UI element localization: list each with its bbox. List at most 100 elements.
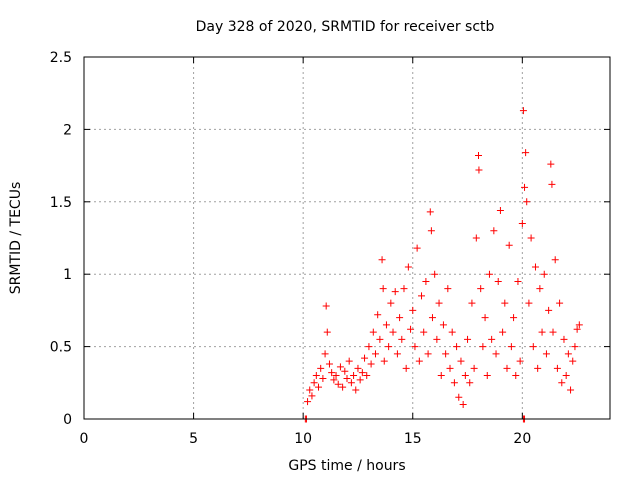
data-point — [525, 299, 533, 307]
data-point — [446, 364, 454, 372]
data-point — [494, 277, 502, 285]
x-tick-label: 20 — [513, 431, 531, 447]
x-axis-title: GPS time / hours — [288, 458, 405, 474]
data-point — [339, 383, 347, 391]
data-point — [549, 328, 557, 336]
data-point — [516, 357, 524, 365]
data-point — [529, 343, 537, 351]
data-point — [459, 401, 467, 409]
data-point — [428, 314, 436, 322]
data-point — [391, 288, 399, 296]
data-point — [496, 206, 504, 214]
y-tick-label: 1.5 — [50, 195, 72, 211]
data-point — [398, 335, 406, 343]
x-tick-label: 10 — [294, 431, 312, 447]
data-point — [558, 379, 566, 387]
data-point — [453, 343, 461, 351]
data-point — [569, 357, 577, 365]
data-point — [345, 357, 353, 365]
data-point — [542, 350, 550, 358]
data-point — [378, 256, 386, 264]
data-point — [575, 321, 583, 329]
data-point — [556, 299, 564, 307]
data-point — [306, 386, 314, 394]
data-point — [518, 220, 526, 228]
data-point — [553, 364, 561, 372]
data-point — [341, 367, 349, 375]
data-point — [393, 350, 401, 358]
data-point — [379, 285, 387, 293]
data-point — [332, 372, 340, 380]
data-point — [385, 343, 393, 351]
data-point — [468, 299, 476, 307]
data-point — [310, 379, 318, 387]
data-point — [356, 376, 364, 384]
data-point — [479, 343, 487, 351]
data-point — [534, 364, 542, 372]
data-point — [536, 285, 544, 293]
data-point — [562, 372, 570, 380]
data-point — [382, 321, 390, 329]
data-point — [312, 372, 320, 380]
data-point — [488, 335, 496, 343]
data-point — [455, 393, 463, 401]
data-point — [323, 328, 331, 336]
data-point — [512, 372, 520, 380]
data-point — [315, 383, 323, 391]
data-point — [547, 160, 555, 168]
data-point — [343, 374, 351, 382]
data-point — [319, 374, 327, 382]
data-point — [527, 234, 535, 242]
y-tick-label: 1 — [63, 267, 72, 283]
data-point — [352, 386, 360, 394]
data-point — [492, 350, 500, 358]
y-tick-label: 2.5 — [50, 50, 72, 66]
data-point — [404, 263, 412, 271]
data-point — [444, 285, 452, 293]
data-point — [354, 364, 362, 372]
data-point — [523, 198, 531, 206]
data-point — [411, 343, 419, 351]
data-point — [514, 277, 522, 285]
data-point — [548, 180, 556, 188]
data-point — [560, 335, 568, 343]
data-point — [317, 364, 325, 372]
data-point — [564, 350, 572, 358]
data-point — [538, 328, 546, 336]
data-point — [477, 285, 485, 293]
data-point — [308, 392, 316, 400]
data-point — [521, 183, 529, 191]
y-tick-label: 0 — [63, 412, 72, 428]
data-point — [501, 299, 509, 307]
data-point — [376, 335, 384, 343]
data-point — [485, 270, 493, 278]
data-point — [499, 328, 507, 336]
data-point — [328, 369, 336, 377]
data-point — [325, 360, 333, 368]
data-point — [402, 364, 410, 372]
data-point — [380, 357, 388, 365]
data-point — [464, 335, 472, 343]
data-point — [545, 306, 553, 314]
data-point — [415, 357, 423, 365]
data-point — [448, 328, 456, 336]
data-point — [475, 151, 482, 159]
data-point — [347, 379, 355, 387]
data-point — [396, 314, 404, 322]
data-point — [365, 343, 373, 351]
data-point — [505, 241, 513, 249]
data-point — [426, 208, 434, 216]
data-point — [457, 357, 465, 365]
data-point — [387, 299, 395, 307]
data-point — [422, 277, 430, 285]
data-point — [334, 380, 342, 388]
data-points — [301, 107, 583, 423]
data-point — [435, 299, 443, 307]
y-axis-title: SRMTID / TECUs — [8, 182, 24, 295]
data-point — [450, 379, 458, 387]
data-point — [350, 372, 358, 380]
data-point — [409, 306, 417, 314]
data-point — [490, 227, 498, 235]
data-point — [551, 256, 559, 264]
